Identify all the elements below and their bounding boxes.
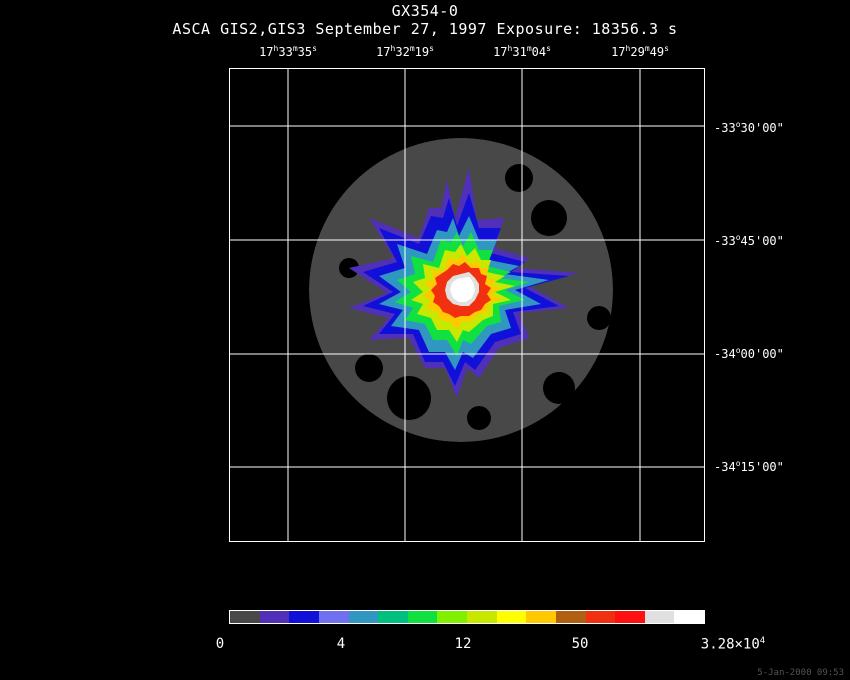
coordinate-grid (229, 68, 705, 542)
ra-label-4: 17h29m49s (611, 44, 669, 59)
color-swatch (230, 611, 260, 623)
color-swatch (407, 611, 438, 623)
scale-label-0: 0 (215, 636, 225, 652)
color-swatch (526, 611, 556, 623)
color-swatch (674, 611, 704, 623)
ra-label-2: 17h32m19s (376, 44, 434, 59)
color-swatch (318, 611, 349, 623)
color-swatch (555, 611, 586, 623)
xray-image-panel (229, 68, 705, 542)
dec-label-4: -34o15'00" (714, 459, 784, 474)
scale-label-4: 4 (336, 636, 346, 652)
color-swatch (496, 611, 527, 623)
ra-label-1: 17h33m35s (259, 44, 317, 59)
color-swatch (289, 611, 319, 623)
color-swatch (378, 611, 408, 623)
scale-label-50: 50 (571, 636, 589, 652)
scale-label-max: 3.28×104 (700, 636, 766, 653)
image-subtitle: ASCA GIS2,GIS3 September 27, 1997 Exposu… (172, 20, 678, 38)
image-title: GX354-0 (391, 2, 459, 20)
dec-label-3: -34o00'00" (714, 346, 784, 361)
color-swatch (467, 611, 497, 623)
color-swatch (437, 611, 467, 623)
color-scale-bar (229, 610, 705, 624)
dec-label-1: -33o30'00" (714, 120, 784, 135)
color-swatch (644, 611, 675, 623)
color-swatch (348, 611, 379, 623)
color-swatch (259, 611, 290, 623)
ra-label-3: 17h31m04s (493, 44, 551, 59)
date-stamp: 5-Jan-2000 09:53 (757, 668, 844, 678)
scale-label-12: 12 (454, 636, 472, 652)
dec-label-2: -33o45'00" (714, 233, 784, 248)
xray-emission (309, 138, 613, 442)
color-swatch (615, 611, 645, 623)
color-swatch (585, 611, 616, 623)
